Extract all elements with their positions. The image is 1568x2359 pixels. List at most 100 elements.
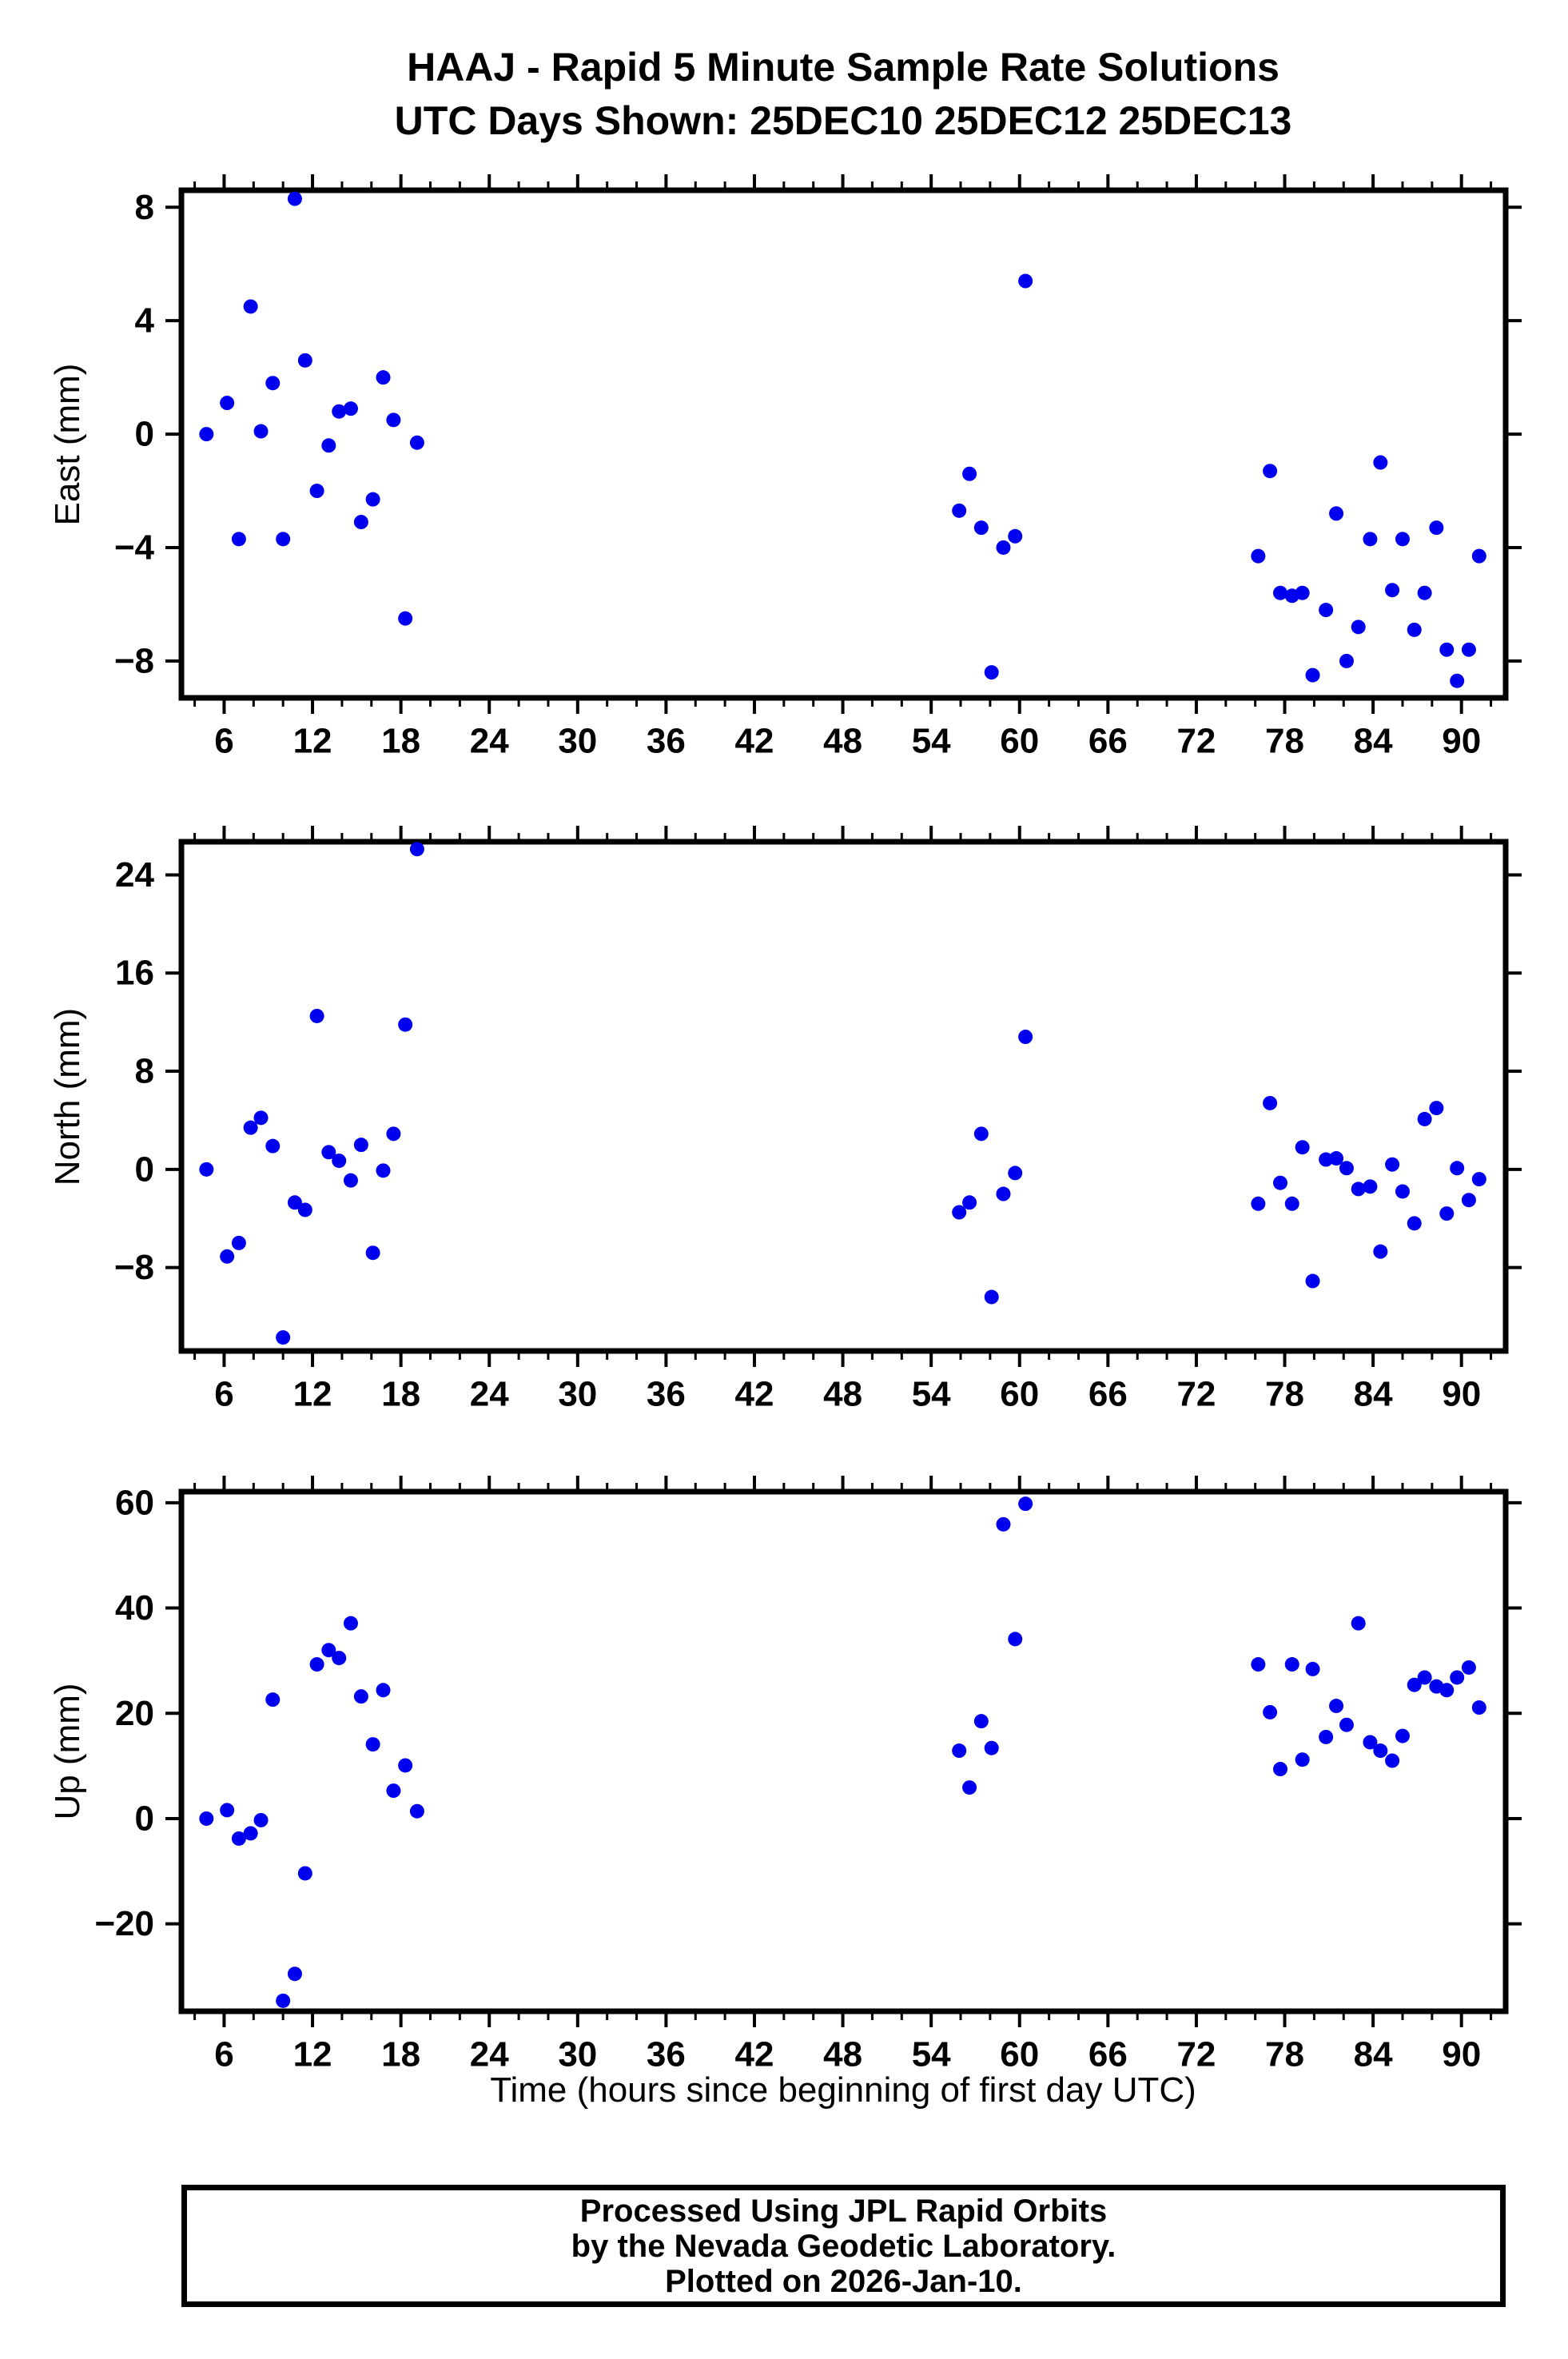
data-point-up (1305, 1661, 1320, 1676)
data-point-up (1471, 1700, 1486, 1715)
data-point-north (1450, 1161, 1465, 1176)
x-tick-label: 30 (558, 2035, 597, 2074)
x-tick-label: 36 (647, 2035, 686, 2074)
data-point-north (1008, 1166, 1023, 1181)
data-point-up (309, 1657, 324, 1672)
data-point-north (353, 1138, 368, 1153)
x-tick-label: 72 (1176, 2035, 1216, 2074)
page-subtitle: UTC Days Shown: 25DEC10 25DEC12 25DEC13 (394, 98, 1292, 143)
data-point-up (996, 1516, 1011, 1532)
data-point-east (1251, 548, 1266, 564)
data-point-east (1329, 506, 1344, 521)
x-tick-label: 78 (1265, 2035, 1304, 2074)
data-point-east (321, 438, 336, 453)
y-tick-label: 0 (135, 1150, 154, 1189)
data-point-east (984, 665, 999, 680)
data-point-north (1339, 1161, 1354, 1176)
y-tick-label: −4 (114, 528, 155, 567)
data-point-east (343, 401, 358, 416)
data-point-up (343, 1616, 358, 1631)
x-tick-label: 48 (823, 1375, 862, 1414)
data-point-north (376, 1163, 391, 1178)
data-point-up (1351, 1616, 1366, 1631)
data-point-east (365, 492, 380, 507)
data-point-north (220, 1249, 235, 1264)
data-point-up (353, 1689, 368, 1704)
data-point-east (1319, 603, 1334, 618)
data-point-north (1461, 1193, 1476, 1208)
x-tick-label: 90 (1442, 722, 1481, 761)
x-tick-label: 78 (1265, 722, 1304, 761)
data-point-north (984, 1289, 999, 1305)
data-point-north (1395, 1184, 1410, 1199)
data-point-north (199, 1162, 214, 1177)
data-point-east (1008, 528, 1023, 544)
data-point-north (287, 1195, 302, 1210)
data-point-east (353, 515, 368, 530)
x-tick-label: 72 (1176, 722, 1216, 761)
data-point-east (1439, 642, 1455, 657)
data-point-up (287, 1966, 302, 1982)
data-point-east (243, 299, 258, 314)
data-point-up (1263, 1704, 1278, 1719)
x-tick-label: 30 (558, 722, 597, 761)
data-point-east (287, 191, 302, 206)
y-tick-label: 20 (115, 1694, 154, 1733)
data-point-north (243, 1120, 258, 1135)
data-point-east (1373, 455, 1388, 470)
data-point-north (409, 842, 424, 857)
data-point-north (1351, 1181, 1366, 1197)
data-point-north (1363, 1179, 1378, 1194)
data-point-east (253, 424, 269, 439)
data-point-up (1329, 1699, 1344, 1714)
data-point-north (1329, 1151, 1344, 1166)
x-tick-label: 60 (1000, 2035, 1039, 2074)
data-point-up (1385, 1753, 1400, 1768)
data-point-up (297, 1866, 312, 1881)
data-point-east (996, 540, 1011, 555)
data-point-north (309, 1008, 324, 1023)
data-point-east (1450, 673, 1465, 688)
y-tick-label: 16 (115, 954, 154, 993)
data-point-north (1295, 1140, 1310, 1155)
data-point-up (220, 1803, 235, 1818)
data-point-north (1417, 1111, 1432, 1126)
data-point-north (1439, 1206, 1455, 1221)
data-point-east (952, 503, 967, 518)
x-tick-label: 78 (1265, 1375, 1304, 1414)
data-point-north (996, 1186, 1011, 1201)
x-tick-label: 12 (293, 722, 332, 761)
footer-line-1: Processed Using JPL Rapid Orbits (579, 2193, 1108, 2229)
x-tick-label: 30 (558, 1375, 597, 1414)
x-tick-label: 66 (1088, 722, 1128, 761)
x-tick-label: 42 (735, 722, 774, 761)
data-point-up (1439, 1683, 1455, 1698)
y-tick-label: 40 (115, 1588, 154, 1628)
data-point-east (398, 611, 413, 626)
data-point-up (1395, 1728, 1410, 1743)
x-tick-label: 84 (1354, 722, 1393, 761)
data-point-up (398, 1758, 413, 1773)
x-tick-label: 48 (823, 2035, 862, 2074)
data-point-up (231, 1831, 246, 1846)
x-tick-label: 24 (470, 722, 509, 761)
x-tick-label: 36 (647, 1375, 686, 1414)
panel-border-east (178, 187, 1509, 701)
y-tick-label: 8 (135, 188, 154, 227)
x-axis-label: Time (hours since beginning of first day… (490, 2070, 1196, 2110)
y-tick-label: 60 (115, 1483, 154, 1522)
data-point-east (332, 404, 347, 419)
data-point-east (1351, 620, 1366, 635)
x-tick-label: 72 (1176, 1375, 1216, 1414)
y-tick-label: −8 (114, 641, 154, 680)
x-tick-label: 84 (1354, 2035, 1393, 2074)
data-point-up (1450, 1670, 1465, 1685)
x-tick-label: 24 (470, 1375, 509, 1414)
data-point-east (1461, 642, 1476, 657)
page-title: HAAJ - Rapid 5 Minute Sample Rate Soluti… (407, 45, 1279, 90)
data-point-up (1407, 1677, 1422, 1692)
x-tick-label: 18 (381, 722, 420, 761)
data-point-east (1429, 520, 1444, 536)
data-point-up (332, 1651, 347, 1666)
